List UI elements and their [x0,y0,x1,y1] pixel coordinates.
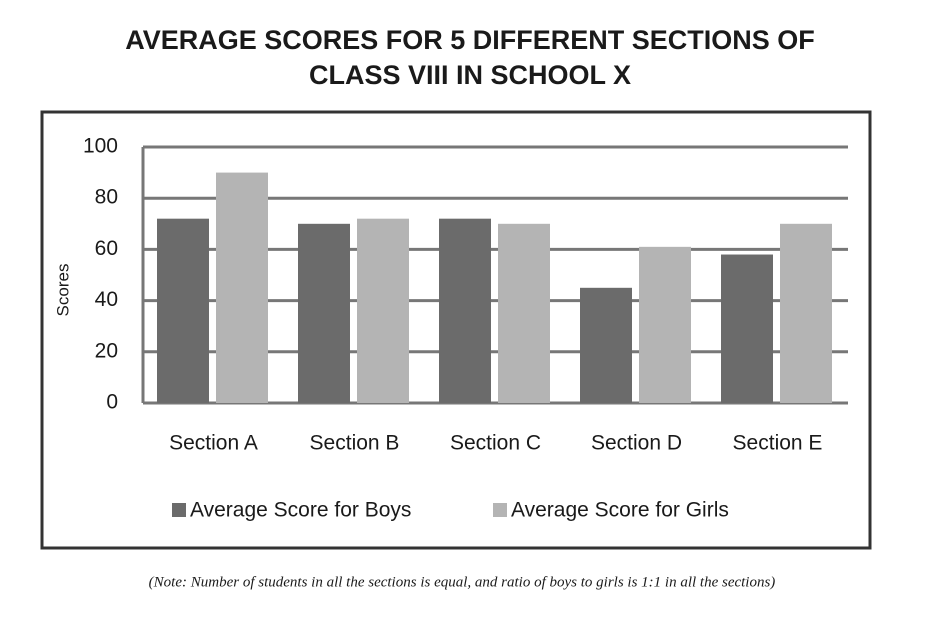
chart-title: AVERAGE SCORES FOR 5 DIFFERENT SECTIONS … [125,25,815,55]
legend-swatch [493,503,507,517]
x-tick-label: Section B [310,432,400,455]
y-tick-label: 0 [106,391,118,414]
y-tick-label: 80 [95,186,118,209]
bar [780,223,832,403]
bar [298,223,350,403]
y-tick-label: 40 [95,288,118,311]
bar [157,218,209,403]
x-tick-label: Section C [450,432,541,455]
bar [721,254,773,403]
y-axis-label: Scores [53,264,72,317]
legend-label: Average Score for Boys [190,499,411,522]
bar [580,287,632,403]
legend-label: Average Score for Girls [511,499,729,522]
note: (Note: Number of students in all the sec… [149,574,776,590]
y-tick-label: 60 [95,237,118,260]
y-tick-label: 100 [83,135,118,158]
bar [498,223,550,403]
chart-frame [40,110,872,550]
bar [357,218,409,403]
legend-swatch [172,503,186,517]
x-tick-label: Section E [733,432,823,455]
bar [439,218,491,403]
x-tick-label: Section D [591,432,682,455]
bar [639,246,691,403]
x-tick-label: Section A [169,432,258,455]
chart-title: CLASS VIII IN SCHOOL X [309,60,631,90]
y-tick-label: 20 [95,339,118,362]
bar [216,172,268,403]
